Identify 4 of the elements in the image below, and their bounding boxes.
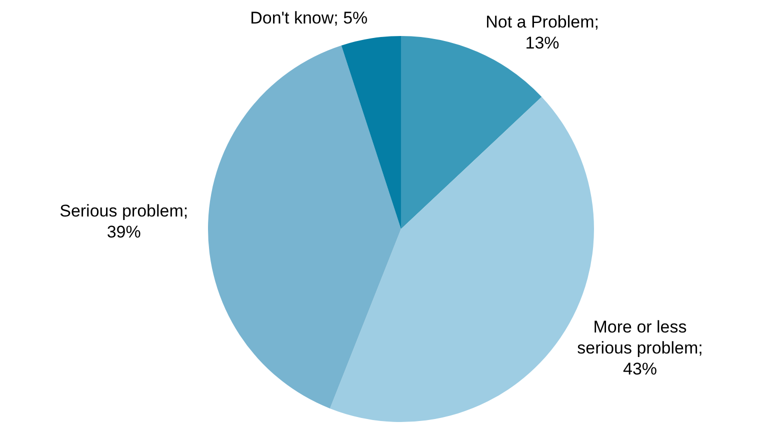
slice-label: More or less serious problem; 43% xyxy=(577,317,703,378)
slice-label: Don't know; 5% xyxy=(250,8,368,28)
slice-label: Serious problem; 39% xyxy=(60,201,188,242)
slice-label: Not a Problem; 13% xyxy=(486,12,599,53)
